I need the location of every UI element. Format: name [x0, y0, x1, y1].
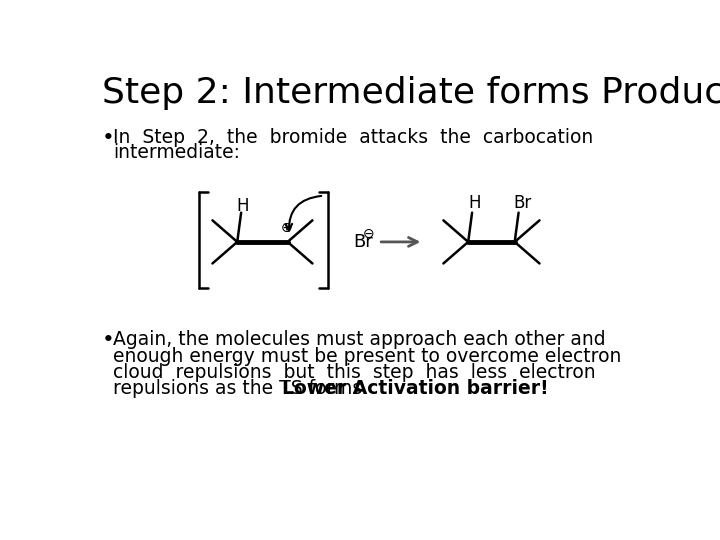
Text: H: H	[236, 197, 249, 215]
Text: •: •	[102, 128, 114, 148]
Text: cloud  repulsions  but  this  step  has  less  electron: cloud repulsions but this step has less …	[113, 363, 596, 382]
Text: intermediate:: intermediate:	[113, 143, 240, 163]
Text: H: H	[468, 194, 481, 212]
Text: Br: Br	[354, 233, 373, 251]
Text: •: •	[102, 330, 114, 350]
Text: ⊖: ⊖	[363, 227, 375, 241]
Text: Again, the molecules must approach each other and: Again, the molecules must approach each …	[113, 330, 606, 349]
Text: Lower Activation barrier!: Lower Activation barrier!	[282, 379, 549, 398]
Text: repulsions as the TS forms.: repulsions as the TS forms.	[113, 379, 374, 398]
Text: Br: Br	[513, 194, 531, 212]
Text: enough energy must be present to overcome electron: enough energy must be present to overcom…	[113, 347, 621, 366]
Text: Step 2: Intermediate forms Product: Step 2: Intermediate forms Product	[102, 76, 720, 110]
Text: ⊕: ⊕	[280, 221, 292, 235]
FancyArrowPatch shape	[285, 196, 321, 231]
Text: In  Step  2,  the  bromide  attacks  the  carbocation: In Step 2, the bromide attacks the carbo…	[113, 128, 593, 147]
